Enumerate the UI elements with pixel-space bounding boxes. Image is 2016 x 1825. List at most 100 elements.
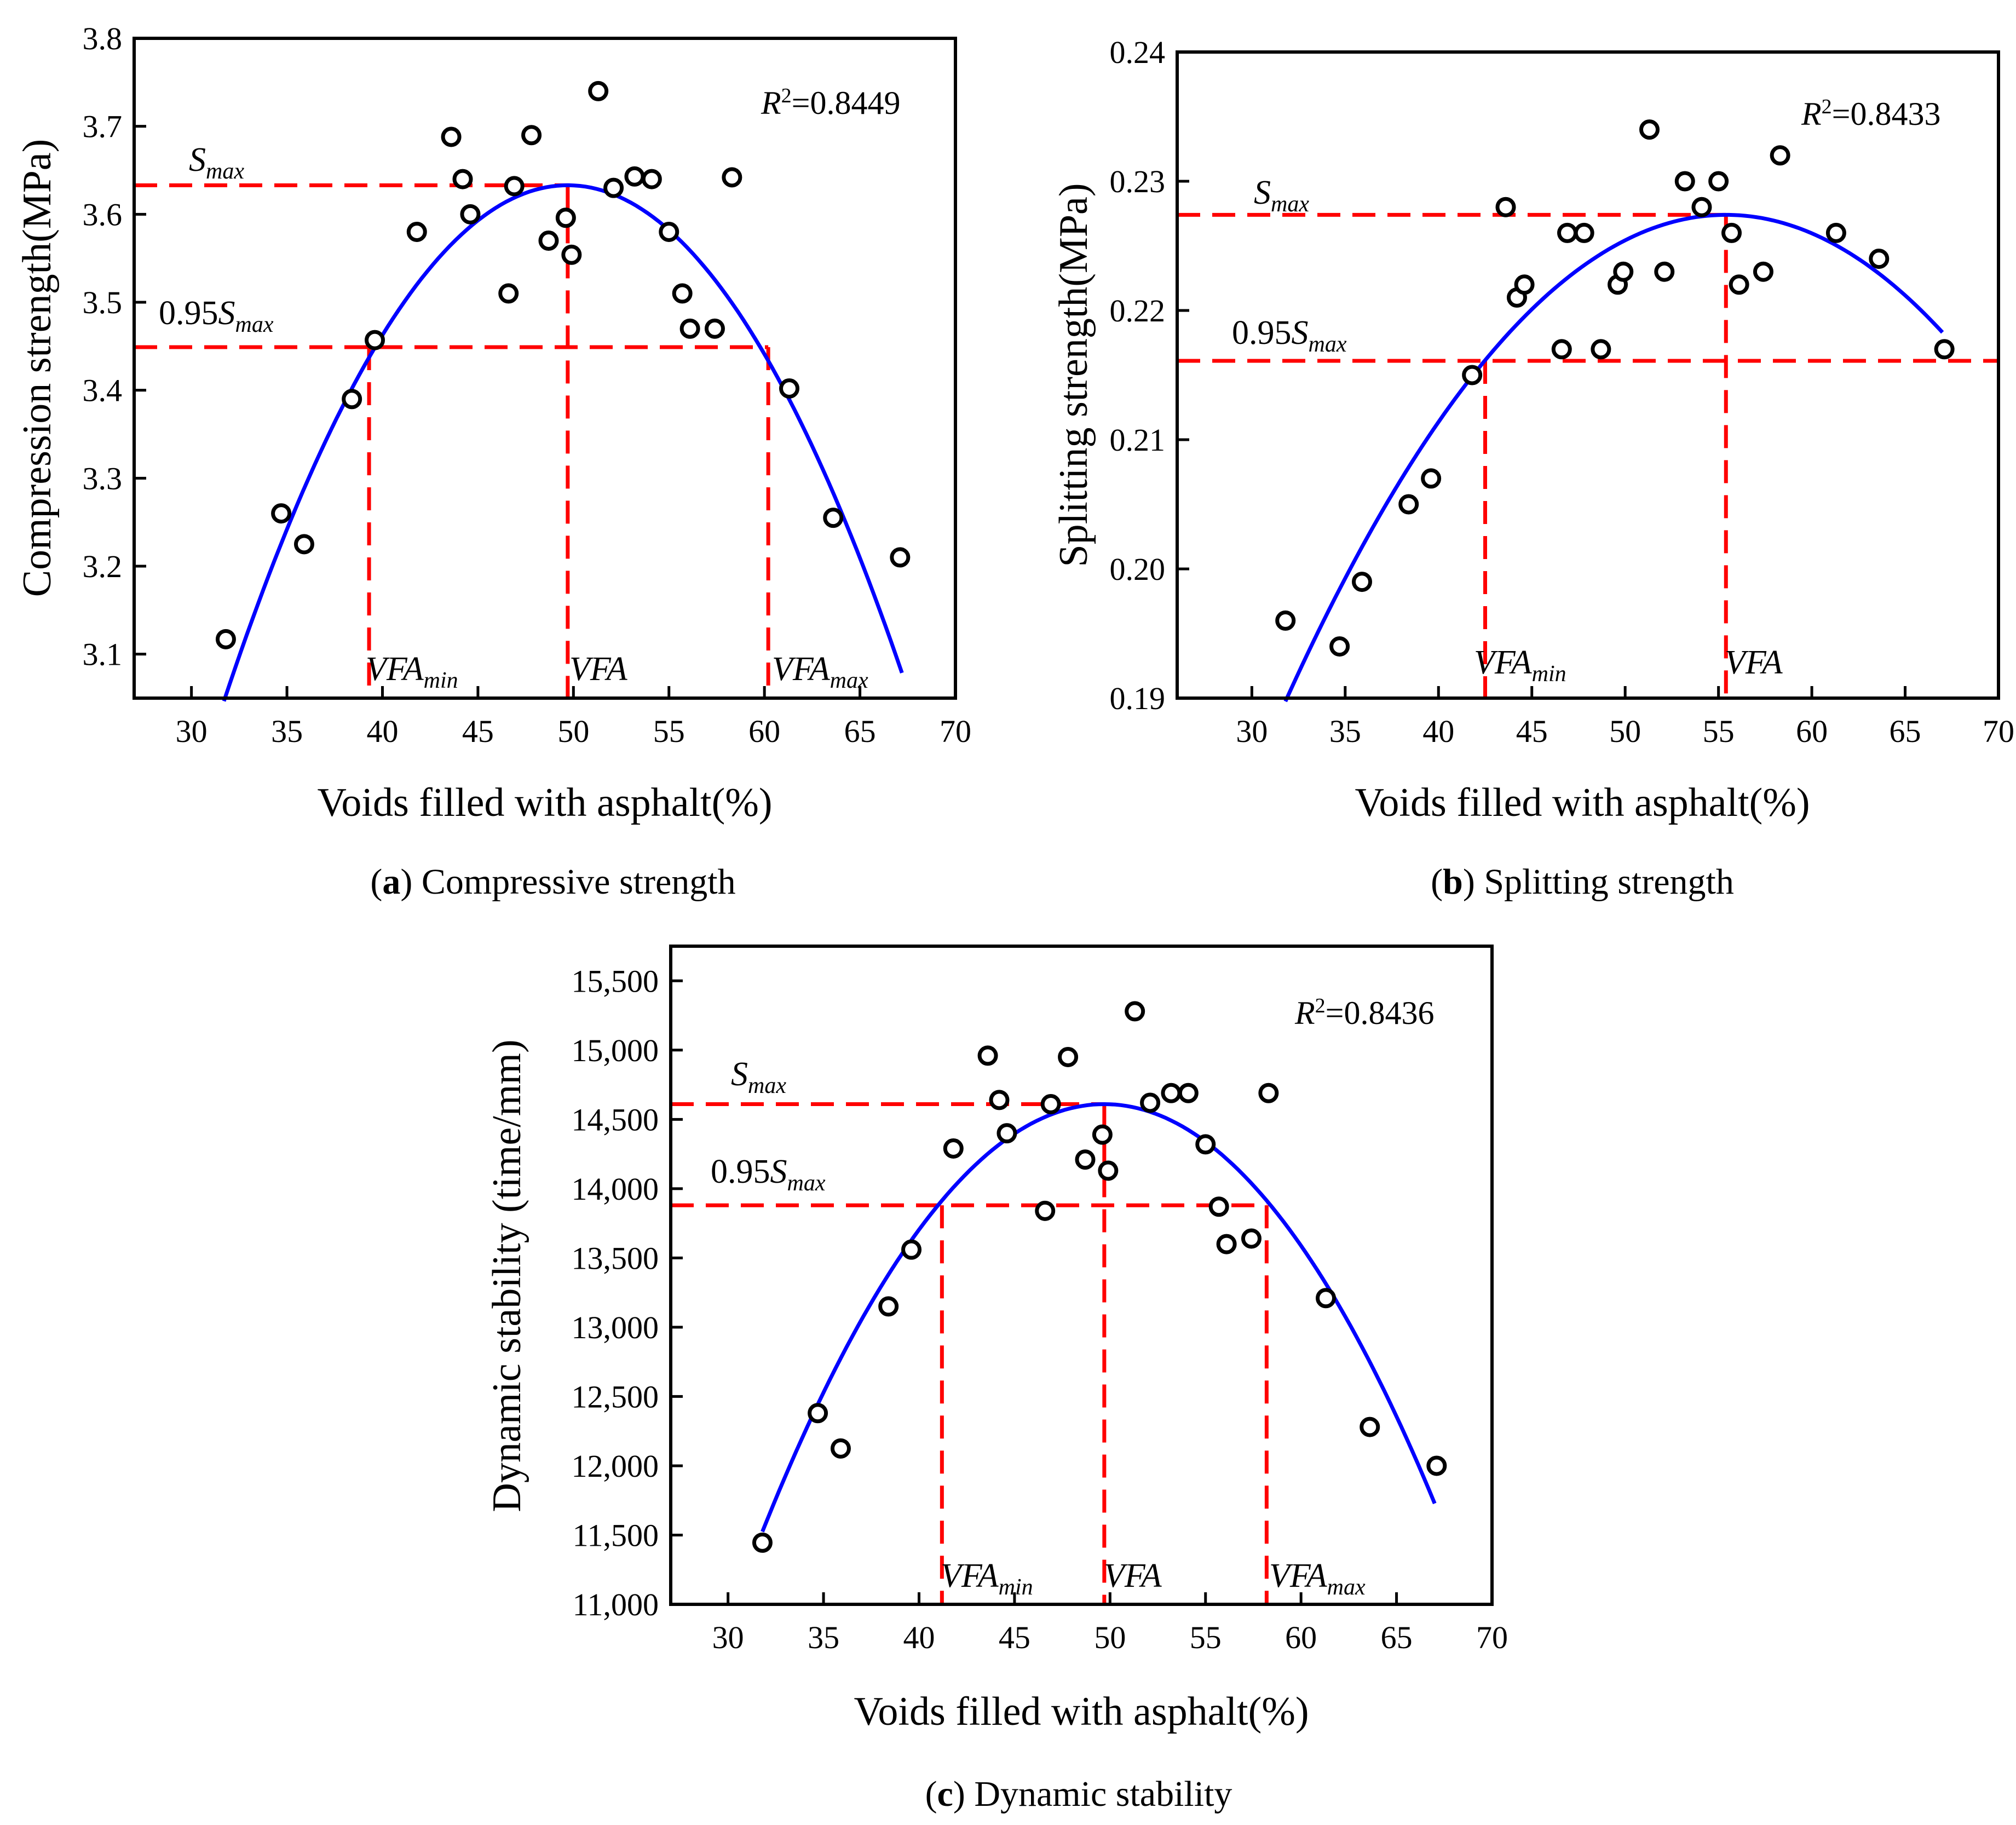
panel-c-y-tick-label: 12,000	[572, 1448, 659, 1484]
panel-c-s95-label: 0.95Smax	[711, 1153, 826, 1196]
panel-a-data-point	[704, 318, 725, 339]
panel-a-x-tick-label: 70	[940, 713, 971, 749]
panel-a-y-axis-title: Compression strength(MPa)	[15, 139, 60, 597]
panel-a-y-tick-label: 3.5	[83, 285, 123, 320]
panel-b-data-point	[1691, 197, 1712, 217]
panel-b-data-point	[1574, 222, 1594, 243]
panel-b-data-point	[1352, 572, 1372, 592]
panel-c-data-point	[1161, 1083, 1182, 1103]
panel-b-data-point	[1495, 197, 1516, 217]
panel-c-y-tick-label: 15,000	[572, 1033, 659, 1068]
panel-c-data-point	[1208, 1196, 1229, 1217]
panel-c-x-tick-label: 35	[808, 1620, 839, 1655]
panel-c-data-point	[943, 1138, 964, 1159]
panel-a-data-point	[342, 389, 362, 410]
panel-a-s95-label: 0.95Smax	[159, 295, 274, 337]
panel-a-data-point	[659, 221, 679, 242]
panel-b-data-point	[1825, 222, 1846, 243]
panel-a-y-tick-label: 3.4	[83, 373, 123, 408]
panel-a-data-point	[504, 176, 525, 197]
panel-c-caption: (c) Dynamic stability	[925, 1774, 1232, 1814]
panel-a-data-point	[624, 166, 645, 187]
panel-b-y-tick-label: 0.20	[1110, 551, 1166, 587]
panel-c-y-tick-label: 13,500	[572, 1240, 659, 1276]
panel-a-data-point	[521, 125, 542, 146]
panel-c-data-point	[808, 1403, 828, 1424]
panel-b-x-tick-label: 30	[1236, 713, 1268, 749]
panel-c-data-point	[901, 1239, 922, 1260]
panel-b-data-point	[1591, 339, 1611, 360]
panel-a-data-point	[452, 169, 473, 189]
panel-a-data-point	[460, 204, 481, 224]
panel-c-data-point	[878, 1296, 899, 1317]
panel-a-x-tick-label: 40	[366, 713, 398, 749]
panel-c-data-point	[1360, 1417, 1380, 1437]
panel-a-data-point	[271, 503, 292, 524]
panel-b-x-tick-label: 65	[1890, 713, 1921, 749]
panel-c-data-point	[1426, 1455, 1447, 1476]
panel-c-data-point	[977, 1045, 998, 1066]
panel-b-data-point	[1557, 222, 1577, 243]
panel-b-data-point	[1770, 145, 1790, 166]
panel-c-marks	[671, 1001, 1447, 1604]
panel-c-r2-label: R2=0.8436	[1294, 994, 1435, 1031]
panel-c-y-axis-title: Dynamic stability (time/mm)	[485, 1039, 529, 1512]
panel-c-x-tick-label: 65	[1381, 1620, 1413, 1655]
panel-b-data-point	[1398, 494, 1419, 515]
panel-c-x-tick-label: 55	[1190, 1620, 1222, 1655]
panel-c-data-point	[752, 1532, 773, 1553]
panel-b-x-axis-title: Voids filled with asphalt(%)	[1355, 780, 1810, 825]
panel-a-y-tick-label: 3.6	[83, 197, 123, 232]
panel-b-r2-label: R2=0.8433	[1801, 95, 1941, 132]
panel-b-data-point	[1708, 171, 1729, 192]
panel-a-data-point	[406, 221, 427, 242]
panel-c-data-point	[1098, 1160, 1119, 1181]
panel-a-data-point	[779, 378, 800, 399]
panel-a-data-point	[498, 283, 519, 304]
panel-a-marks	[134, 80, 911, 702]
panel-c-data-point	[1092, 1124, 1113, 1145]
panel-b-y-tick-label: 0.22	[1110, 293, 1166, 329]
panel-c-data-point	[1058, 1046, 1079, 1067]
panel-b-x-tick-label: 55	[1703, 713, 1735, 749]
panel-b-x-tick-label: 60	[1796, 713, 1828, 749]
panel-b-y-tick-label: 0.19	[1110, 681, 1166, 716]
panel-a-x-axis-title: Voids filled with asphalt(%)	[317, 780, 772, 825]
panel-a-y-tick-label: 3.8	[83, 21, 123, 56]
panel-a-data-point	[672, 283, 693, 304]
panel-c-data-point	[997, 1123, 1017, 1144]
panel-b-y-axis-title: Splitting strength(MPa)	[1051, 183, 1096, 567]
panel-b-data-point	[1753, 261, 1773, 282]
panel-c-data-point	[989, 1090, 1010, 1110]
panel-c-y-tick-label: 15,500	[572, 963, 659, 999]
panel-b-y-tick-label: 0.24	[1110, 34, 1166, 70]
panel-b-marks	[1177, 119, 1998, 703]
panel-b-data-point	[1674, 171, 1695, 192]
panel-c: 30 35 40 45 50 55 60 65 70 11,000 11,500 12,000 12,…	[485, 945, 1508, 1814]
panel-b-data-point	[1421, 468, 1442, 489]
panel-c-x-tick-label: 45	[999, 1620, 1030, 1655]
panel-c-y-tick-label: 12,500	[572, 1379, 659, 1414]
panel-b-x-tick-label: 70	[1983, 713, 2014, 749]
panel-a-data-point	[561, 244, 582, 265]
panel-c-data-point	[1040, 1093, 1061, 1114]
panel-c-frame	[669, 945, 1494, 1606]
panel-c-x-axis-title: Voids filled with asphalt(%)	[854, 1689, 1309, 1734]
panel-a-data-point	[641, 169, 662, 189]
panel-b-data-point	[1654, 261, 1675, 282]
panel-b-x-tick-label: 45	[1516, 713, 1548, 749]
panel-c-x-tick-label: 60	[1285, 1620, 1317, 1655]
panel-b-data-point	[1462, 365, 1483, 385]
panel-a-smax-label: Smax	[189, 141, 244, 184]
panel-b-vfa-min-label: VFAmin	[1474, 644, 1566, 687]
panel-a-data-point	[823, 508, 844, 528]
panel-c-vfa-label: VFA	[1104, 1557, 1162, 1594]
panel-a-data-point	[441, 126, 462, 147]
panel-c-data-point	[1075, 1149, 1096, 1170]
panel-a: 30 35 40 45 50 55 60 65 70 3.1 3.2 3.3 3.4 3.5 3.6 3.7…	[15, 21, 971, 902]
panel-c-x-ticks: 30 35 40 45 50 55 60 65 70	[712, 1592, 1508, 1655]
panel-b-data-point	[1275, 610, 1296, 631]
panel-b-data-point	[1869, 249, 1890, 269]
panel-c-x-tick-label: 70	[1476, 1620, 1508, 1655]
